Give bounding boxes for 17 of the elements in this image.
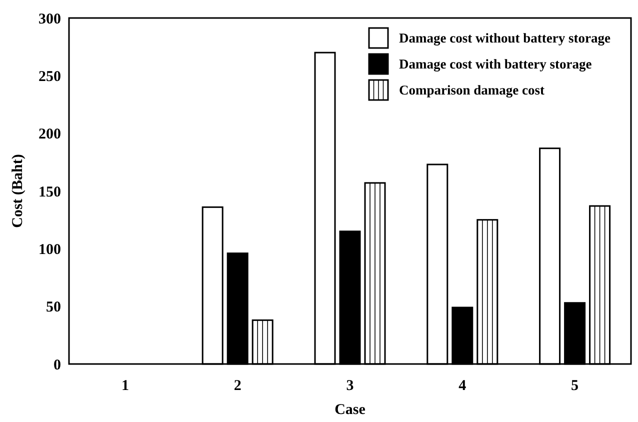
y-tick-label: 50: [46, 300, 61, 316]
y-tick-label: 150: [38, 184, 61, 200]
y-tick-label: 250: [38, 68, 61, 85]
y-tick-label: 200: [38, 126, 61, 143]
x-tick-label: 1: [121, 378, 129, 394]
x-axis-title: Case: [334, 402, 366, 418]
legend-label: Damage cost with battery storage: [399, 56, 592, 72]
x-tick-label: 5: [571, 378, 579, 394]
legend-label: Damage cost without battery storage: [399, 30, 610, 46]
x-tick-label: 2: [234, 378, 242, 394]
x-tick-label: 3: [346, 378, 354, 394]
legend-label: Comparison damage cost: [399, 82, 545, 98]
y-tick-label: 0: [54, 357, 61, 374]
x-tick-label: 4: [458, 378, 467, 394]
y-tick-label: 100: [38, 242, 61, 258]
y-tick-label: 300: [38, 11, 61, 28]
y-axis-title: Cost (Baht): [10, 154, 26, 228]
